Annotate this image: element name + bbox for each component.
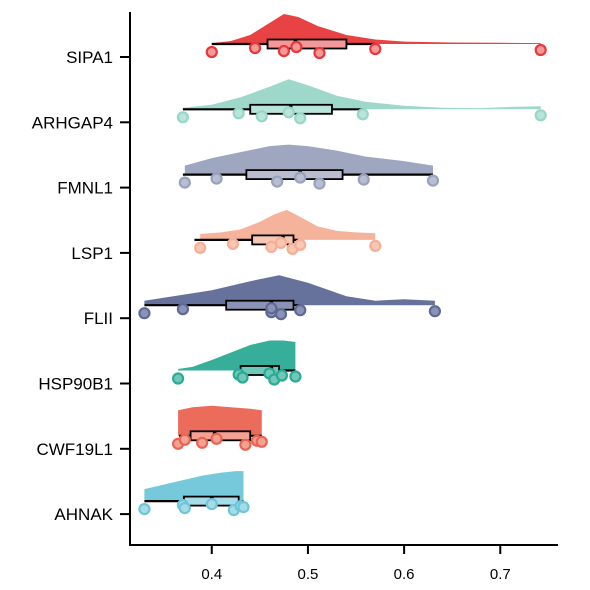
point-lsp1 — [226, 237, 240, 250]
point-hsp90b1 — [289, 370, 302, 383]
category-fmnl1 — [178, 144, 440, 190]
category-label: LSP1 — [71, 244, 113, 263]
point-fmnl1 — [294, 171, 307, 184]
point-cwf19l1 — [239, 438, 252, 451]
violin-lsp1 — [200, 209, 376, 240]
x-tick-label: 0.7 — [490, 566, 511, 583]
point-cwf19l1 — [255, 435, 268, 448]
category-flii — [138, 275, 441, 321]
category-cwf19l1 — [171, 405, 268, 451]
category-label: FLII — [84, 309, 113, 328]
violin-arhgap4 — [182, 79, 541, 110]
point-hsp90b1 — [275, 369, 289, 382]
point-fmnl1 — [313, 177, 326, 190]
violin-cwf19l1 — [178, 405, 262, 436]
point-flii — [428, 305, 441, 318]
axes: SIPA1 ARHGAP4 FMNL1 LSP1 FLII HSP90B1 CWF19L1 A… — [32, 12, 558, 583]
category-label: AHNAK — [54, 505, 113, 524]
point-sipa1 — [205, 45, 218, 59]
point-flii — [138, 307, 151, 320]
category-label: SIPA1 — [66, 48, 113, 67]
violin-sipa1 — [211, 14, 541, 44]
box-flii — [225, 299, 295, 311]
x-tick-label: 0.6 — [394, 566, 415, 583]
point-lsp1 — [369, 239, 382, 252]
point-fmnl1 — [426, 174, 440, 187]
category-label: FMNL1 — [57, 179, 113, 198]
category-arhgap4 — [176, 79, 547, 125]
point-sipa1 — [248, 41, 262, 55]
point-cwf19l1 — [178, 433, 191, 446]
point-flii — [176, 303, 189, 316]
violin-fmnl1 — [184, 144, 433, 175]
point-hsp90b1 — [236, 371, 249, 384]
category-hsp90b1 — [171, 340, 302, 386]
category-sipa1 — [205, 14, 547, 60]
point-ahnak — [138, 503, 151, 516]
point-arhgap4 — [232, 107, 245, 120]
point-arhgap4 — [282, 106, 295, 119]
point-lsp1 — [194, 241, 207, 254]
category-label: HSP90B1 — [38, 375, 113, 394]
category-lsp1 — [194, 209, 382, 255]
point-arhgap4 — [176, 111, 189, 124]
point-sipa1 — [369, 42, 382, 56]
point-cwf19l1 — [196, 436, 209, 449]
point-flii — [294, 304, 307, 317]
point-arhgap4 — [534, 109, 547, 122]
point-arhgap4 — [294, 112, 307, 125]
violin-hsp90b1 — [178, 340, 296, 371]
category-label: CWF19L1 — [36, 440, 113, 459]
point-arhgap4 — [255, 110, 268, 123]
point-ahnak — [205, 498, 218, 511]
point-flii — [274, 308, 288, 321]
point-arhgap4 — [356, 108, 369, 121]
point-hsp90b1 — [171, 372, 185, 385]
violin-ahnak — [144, 471, 244, 502]
plot-area — [138, 14, 547, 517]
point-fmnl1 — [210, 172, 223, 185]
point-lsp1 — [294, 238, 307, 251]
box-sipa1 — [266, 38, 348, 50]
point-sipa1 — [277, 44, 290, 58]
category-ahnak — [138, 471, 250, 517]
point-sipa1 — [290, 40, 303, 54]
point-lsp1 — [265, 240, 278, 253]
point-flii — [265, 302, 278, 315]
point-cwf19l1 — [210, 432, 223, 445]
point-fmnl1 — [178, 176, 191, 189]
x-tick-label: 0.4 — [201, 566, 222, 583]
point-sipa1 — [313, 46, 326, 60]
x-tick-label: 0.5 — [298, 566, 319, 583]
point-ahnak — [178, 502, 191, 515]
violin-flii — [144, 275, 435, 306]
point-ahnak — [237, 501, 250, 514]
category-label: ARHGAP4 — [32, 113, 113, 132]
point-fmnl1 — [357, 173, 370, 186]
point-sipa1 — [534, 43, 547, 57]
point-lsp1 — [274, 236, 288, 249]
point-fmnl1 — [271, 175, 284, 188]
